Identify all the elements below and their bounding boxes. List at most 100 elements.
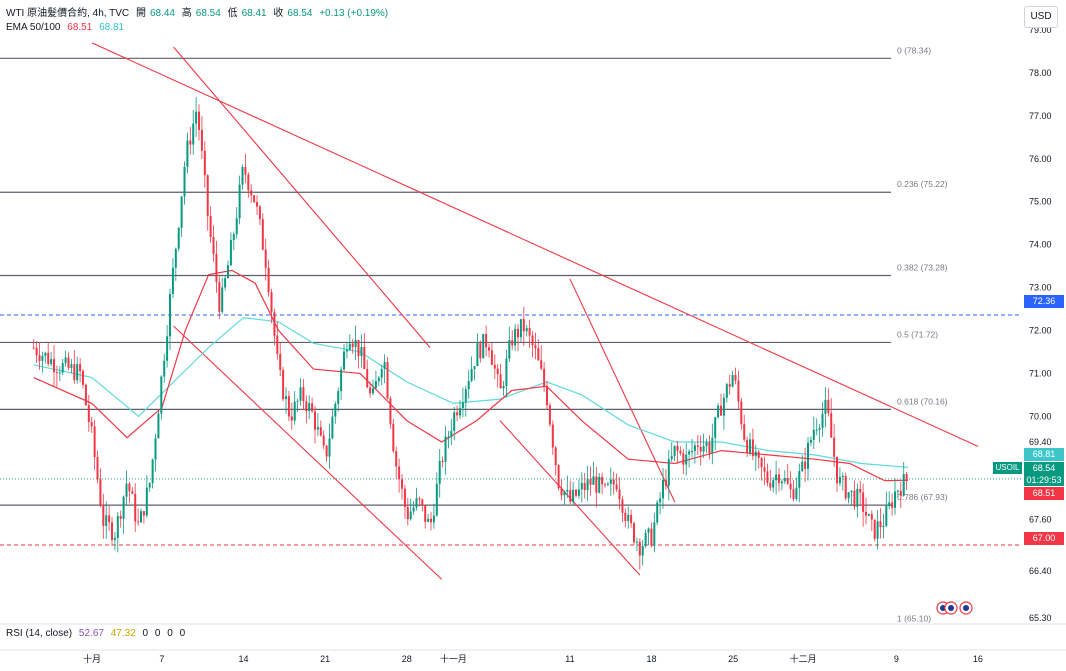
candle-body — [174, 248, 177, 268]
candle-body — [296, 400, 299, 402]
candle-body — [192, 123, 195, 145]
x-tick-0: 十月 — [83, 653, 101, 664]
candle-body — [331, 416, 334, 439]
candle-body — [137, 521, 140, 523]
candle-body — [195, 111, 198, 124]
candle-body — [821, 413, 824, 429]
candle-body — [476, 343, 479, 367]
candle-body — [163, 360, 166, 377]
candle-body — [572, 489, 575, 502]
candle-body — [128, 483, 131, 492]
candle-body — [169, 293, 172, 337]
candle-body — [151, 459, 154, 484]
candle-body — [783, 478, 786, 482]
candle-body — [427, 518, 430, 522]
ema-header[interactable]: EMA 50/100 68.51 68.81 — [6, 22, 128, 34]
candle-body — [35, 347, 38, 356]
candle-body — [218, 282, 221, 312]
candle-body — [79, 363, 82, 372]
candle-body — [227, 265, 230, 279]
x-tick-5: 十一月 — [440, 653, 467, 664]
candle-body — [807, 442, 810, 469]
candle-body — [343, 351, 346, 370]
currency-button[interactable]: USD — [1024, 6, 1058, 28]
candle-body — [734, 374, 737, 381]
candle-body — [82, 371, 85, 385]
axes: 79.00 78.00 77.00 76.00 75.00 74.00 73.00 72.00… — [0, 25, 1066, 664]
y-tick-3: 76.00 — [1029, 154, 1052, 164]
x-tick-11: 16 — [973, 654, 983, 664]
horizontal-levels[interactable] — [0, 314, 1022, 546]
close-label: 收 — [273, 8, 284, 19]
candle-body — [850, 490, 853, 493]
candle-body — [551, 424, 554, 448]
candle-body — [601, 476, 604, 485]
candle-body — [815, 429, 818, 431]
candle-body — [84, 384, 87, 406]
candle-body — [438, 460, 441, 484]
trendlines[interactable] — [91, 42, 979, 580]
candle-body — [345, 349, 348, 352]
candle-body — [882, 525, 885, 528]
event-icons[interactable] — [936, 601, 973, 615]
ema50-line — [33, 269, 909, 482]
ema100-tag: 68.81 — [1024, 448, 1064, 461]
candle-body — [519, 319, 522, 338]
candle-body — [604, 484, 607, 486]
candle-body — [247, 174, 250, 191]
candle-body — [435, 483, 438, 516]
rsi-extra-1: 0 — [142, 628, 149, 639]
candle-body — [76, 363, 79, 381]
candle-body — [722, 397, 725, 416]
candle-body — [853, 490, 856, 507]
candle-body — [647, 528, 650, 533]
candle-body — [891, 502, 894, 508]
candle-body — [737, 380, 740, 402]
candle-body — [563, 491, 566, 496]
candle-body — [99, 479, 102, 506]
candle-body — [305, 401, 308, 412]
candle-body — [630, 514, 633, 524]
candle-body — [751, 439, 754, 457]
trendline-0 — [91, 42, 979, 447]
candle-body — [450, 430, 453, 437]
candle-body — [740, 401, 743, 425]
candle-body — [824, 399, 827, 414]
y-tick-1: 78.00 — [1029, 68, 1052, 78]
rsi-header[interactable]: RSI (14, close) 52.67 47.32 0 0 0 0 — [6, 628, 189, 640]
candle-body — [293, 401, 296, 421]
candle-body — [258, 206, 261, 220]
candle-body — [792, 489, 795, 500]
candle-body — [896, 490, 899, 492]
candle-body — [403, 488, 406, 507]
candle-body — [679, 450, 682, 454]
candle-body — [87, 405, 90, 423]
candle-body — [543, 368, 546, 387]
candle-body — [299, 387, 302, 401]
candle-body — [456, 412, 459, 416]
fibonacci-retracement[interactable]: 0 (78.34) 0.236 (75.22) 0.382 (73.28) 0.5 (… — [0, 45, 948, 624]
candle-body — [351, 343, 354, 348]
candle-body — [859, 488, 862, 493]
candle-body — [493, 364, 496, 369]
candle-body — [186, 140, 189, 167]
open-value: 68.44 — [149, 8, 175, 19]
candle-body — [337, 391, 340, 404]
candle-body — [801, 461, 804, 472]
candle-body — [270, 292, 273, 313]
candle-body — [537, 348, 540, 361]
candle-body — [380, 368, 383, 378]
candle-body — [102, 505, 105, 526]
candle-body — [557, 465, 560, 489]
candle-body — [560, 488, 563, 496]
candle-body — [287, 396, 290, 417]
candle-body — [531, 335, 534, 346]
y-tick-11: 67.60 — [1029, 514, 1052, 524]
candle-body — [618, 489, 621, 500]
candle-body — [662, 480, 665, 499]
candle-body — [238, 184, 241, 219]
candle-body — [473, 366, 476, 370]
candle-body — [374, 381, 377, 389]
candle-body — [575, 489, 578, 496]
